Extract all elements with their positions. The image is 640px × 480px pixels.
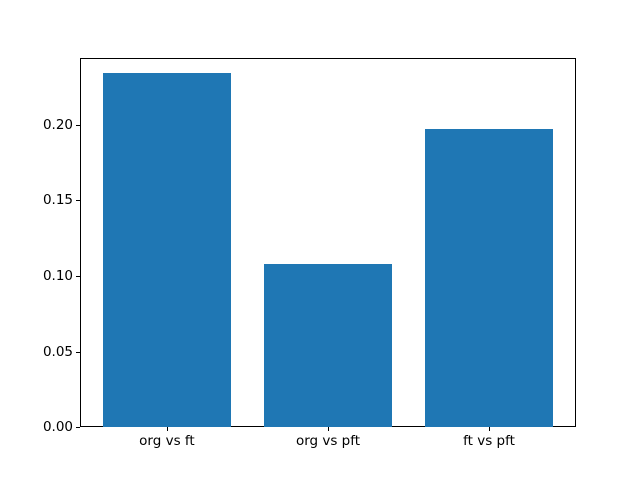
y-tick-mark bbox=[76, 351, 80, 353]
x-tick-mark bbox=[166, 427, 168, 432]
x-tick-mark bbox=[328, 427, 329, 432]
bar-ft-vs-pft bbox=[424, 129, 554, 428]
y-tick-mark bbox=[76, 427, 80, 429]
y-tick-label: 0.10 bbox=[42, 267, 73, 284]
x-tick-mark bbox=[489, 427, 491, 432]
x-tick-label: ft vs pft bbox=[463, 432, 515, 449]
y-tick-mark bbox=[76, 200, 80, 202]
y-tick-mark bbox=[76, 124, 80, 126]
y-tick-label: 0.20 bbox=[42, 116, 73, 133]
bar-org-vs-pft bbox=[263, 263, 393, 428]
y-tick-label: 0.05 bbox=[42, 343, 73, 360]
x-tick-label: org vs pft bbox=[295, 432, 361, 449]
y-tick-label: 0.00 bbox=[42, 419, 73, 436]
x-tick-label: org vs ft bbox=[139, 432, 195, 449]
bar-org-vs-ft bbox=[102, 73, 232, 428]
y-tick-label: 0.15 bbox=[42, 192, 73, 209]
y-tick-mark bbox=[76, 275, 80, 277]
